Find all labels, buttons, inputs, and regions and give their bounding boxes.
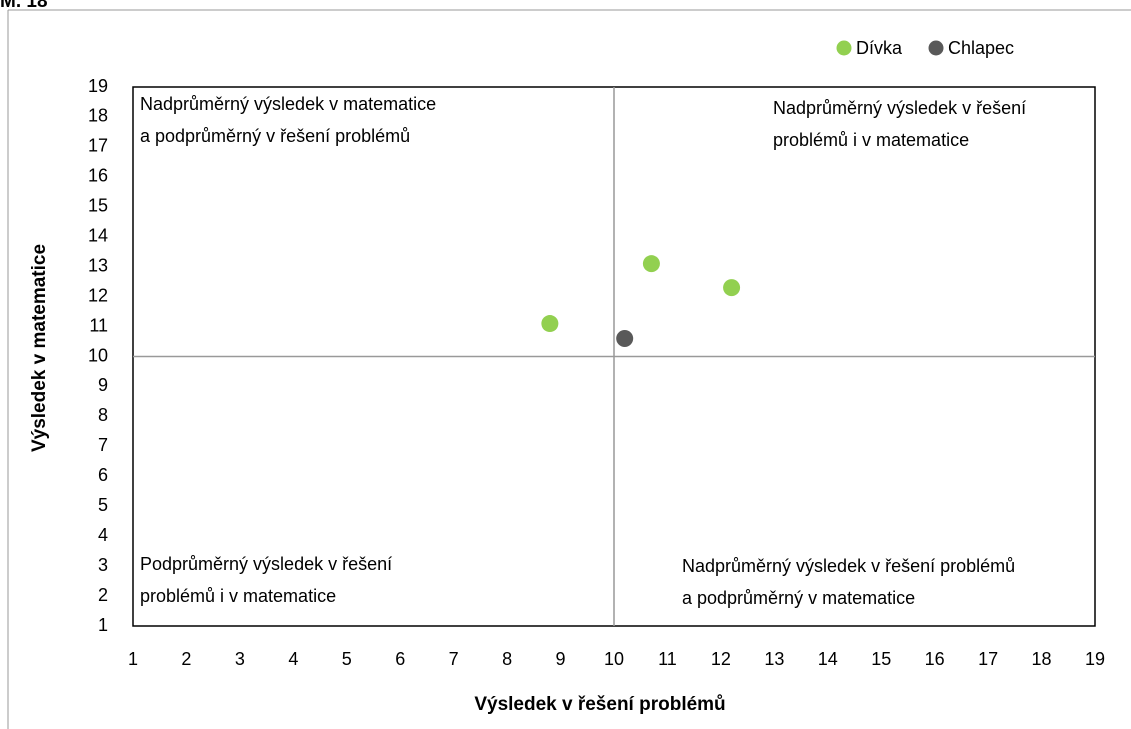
y-tick-label: 11 bbox=[89, 315, 108, 335]
quadrant-annotation: Podprůměrný výsledek v řešení bbox=[140, 554, 392, 574]
x-tick-label: 4 bbox=[288, 649, 298, 669]
x-tick-label: 12 bbox=[711, 649, 731, 669]
x-tick-label: 17 bbox=[978, 649, 998, 669]
x-tick-label: 2 bbox=[181, 649, 191, 669]
y-tick-label: 17 bbox=[88, 136, 108, 156]
point bbox=[723, 279, 741, 297]
quadrant-annotation: Nadprůměrný výsledek v řešení problémů bbox=[682, 556, 1015, 576]
x-tick-label: 14 bbox=[818, 649, 838, 669]
y-tick-label: 5 bbox=[98, 495, 108, 515]
quadrant-annotation: Nadprůměrný výsledek v řešení bbox=[773, 98, 1026, 118]
y-tick-label: 6 bbox=[98, 465, 108, 485]
y-tick-label: 1 bbox=[98, 615, 108, 635]
quadrant-annotation: a podprůměrný v matematice bbox=[682, 588, 915, 608]
y-tick-label: 3 bbox=[98, 555, 108, 575]
x-tick-label: 7 bbox=[449, 649, 459, 669]
y-tick-label: 7 bbox=[98, 435, 108, 455]
x-tick-label: 5 bbox=[342, 649, 352, 669]
x-tick-label: 3 bbox=[235, 649, 245, 669]
x-tick-label: 18 bbox=[1032, 649, 1052, 669]
y-tick-label: 10 bbox=[88, 345, 108, 365]
point bbox=[642, 255, 660, 273]
x-tick-label: 19 bbox=[1085, 649, 1105, 669]
y-tick-label: 18 bbox=[88, 106, 108, 126]
x-tick-label: 13 bbox=[764, 649, 784, 669]
legend-label: Dívka bbox=[856, 38, 903, 58]
x-tick-label: 6 bbox=[395, 649, 405, 669]
y-tick-label: 16 bbox=[88, 166, 108, 186]
legend-marker bbox=[836, 40, 852, 56]
quadrant-annotation: problémů i v matematice bbox=[773, 130, 969, 150]
point bbox=[541, 315, 559, 333]
y-tick-label: 12 bbox=[88, 285, 108, 305]
point bbox=[616, 330, 634, 348]
x-tick-label: 10 bbox=[604, 649, 624, 669]
y-tick-label: 8 bbox=[98, 405, 108, 425]
quadrant-annotation: Nadprůměrný výsledek v matematice bbox=[140, 94, 436, 114]
x-tick-label: 8 bbox=[502, 649, 512, 669]
y-tick-label: 14 bbox=[88, 225, 108, 245]
y-tick-label: 15 bbox=[88, 196, 108, 216]
y-tick-label: 13 bbox=[88, 255, 108, 275]
quadrant-annotation: a podprůměrný v řešení problémů bbox=[140, 126, 410, 146]
x-tick-label: 15 bbox=[871, 649, 891, 669]
x-tick-label: 9 bbox=[556, 649, 566, 669]
quadrant-annotation: problémů i v matematice bbox=[140, 586, 336, 606]
y-tick-label: 4 bbox=[98, 525, 108, 545]
chart-title: M. 18 bbox=[0, 0, 48, 12]
y-tick-label: 19 bbox=[88, 76, 108, 96]
x-tick-label: 11 bbox=[658, 649, 677, 669]
legend-label: Chlapec bbox=[948, 38, 1014, 58]
x-tick-label: 1 bbox=[128, 649, 138, 669]
legend-marker bbox=[928, 40, 944, 56]
x-axis-title: Výsledek v řešení problémů bbox=[474, 694, 725, 715]
y-tick-label: 2 bbox=[98, 585, 108, 605]
y-tick-label: 9 bbox=[98, 375, 108, 395]
x-tick-label: 16 bbox=[925, 649, 945, 669]
y-axis-title: Výsledek v matematice bbox=[29, 244, 50, 452]
